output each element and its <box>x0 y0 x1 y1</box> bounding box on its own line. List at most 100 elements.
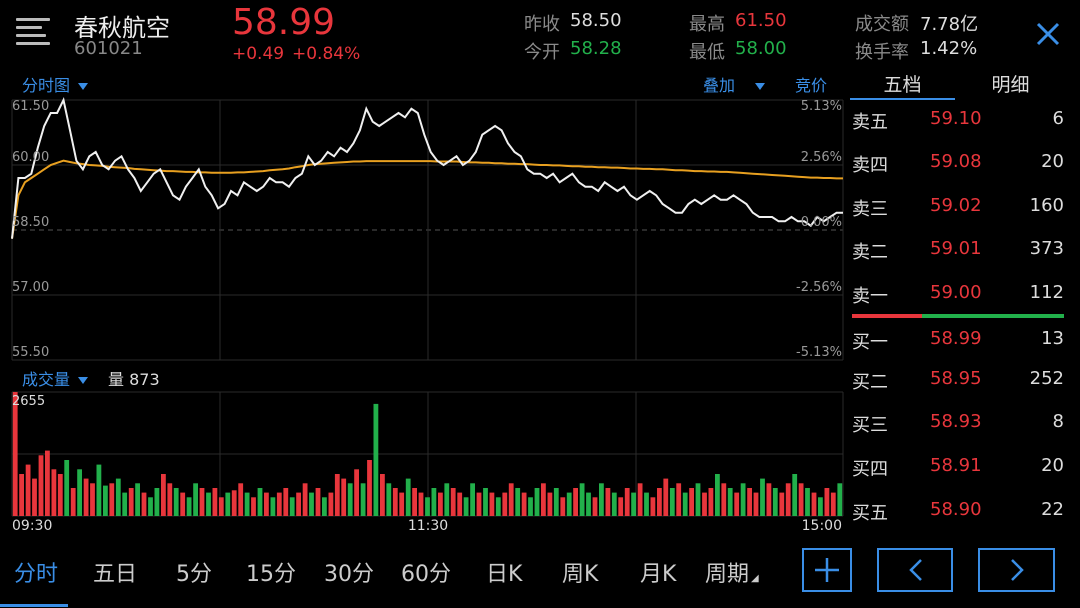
order-ratio-sell <box>852 314 922 318</box>
volume-bar <box>779 492 785 516</box>
volume-bar <box>322 497 327 516</box>
close-icon[interactable] <box>1034 20 1062 48</box>
volume-bar <box>760 478 765 516</box>
ask-label: 卖三 <box>852 199 888 220</box>
volume-bar <box>90 483 95 516</box>
period-tab[interactable]: 月K <box>640 562 677 587</box>
volume-bar <box>70 488 76 516</box>
volume-bar <box>270 497 276 516</box>
volume-bar <box>212 488 218 516</box>
volume-bar <box>347 483 353 516</box>
volume-bar <box>599 483 604 516</box>
y-tick-right: -2.56% <box>796 280 842 295</box>
period-tab-label: 周期 <box>705 562 750 587</box>
volume-bar <box>186 497 192 516</box>
bid-volume: 20 <box>1041 455 1064 476</box>
stat-label-low: 最低 <box>689 42 725 63</box>
volume-bar <box>289 497 295 516</box>
ask-volume: 112 <box>1029 282 1064 303</box>
volume-value: 量 873 <box>108 370 160 389</box>
volume-bar <box>328 492 334 516</box>
volume-bar <box>199 488 205 516</box>
bid-row[interactable]: 买三 58.93 8 <box>852 403 1064 443</box>
volume-bar <box>238 483 244 516</box>
volume-bar <box>380 474 385 516</box>
volume-bar <box>438 492 443 516</box>
period-tab[interactable]: 周期 ◢ <box>705 556 759 588</box>
menu-icon[interactable] <box>16 16 52 48</box>
volume-bar <box>341 478 347 516</box>
ask-row[interactable]: 卖二 59.01 373 <box>852 230 1064 270</box>
period-tab[interactable]: 周K <box>562 562 599 587</box>
add-button[interactable] <box>802 548 852 592</box>
stat-label-open: 今开 <box>524 42 560 63</box>
volume-bar <box>302 483 308 516</box>
price-chart[interactable]: 61.50 60.00 58.50 57.00 55.50 5.13% 2.56% 0.00%… <box>0 0 848 540</box>
ask-volume: 6 <box>1052 108 1064 129</box>
volume-bar <box>25 464 31 516</box>
volume-bar <box>315 488 321 516</box>
volume-bar <box>792 474 798 516</box>
volume-bar <box>489 492 495 516</box>
volume-bar <box>547 492 553 516</box>
y-tick-left: 55.50 <box>12 345 49 360</box>
volume-bar <box>206 492 211 516</box>
volume-bar <box>360 483 366 516</box>
ask-row[interactable]: 卖四 59.08 20 <box>852 143 1064 183</box>
stat-value-low: 58.00 <box>735 38 787 59</box>
period-tab[interactable]: 15分 <box>246 562 296 587</box>
prev-stock-button[interactable] <box>877 548 953 592</box>
period-tab[interactable]: 日K <box>486 562 523 587</box>
bid-row[interactable]: 买四 58.91 20 <box>852 447 1064 487</box>
volume-bar <box>141 492 147 516</box>
ask-row[interactable]: 卖一 59.00 112 <box>852 274 1064 314</box>
volume-bar <box>38 455 44 516</box>
period-tab[interactable]: 五日 <box>93 562 138 587</box>
period-tab[interactable]: 分时 <box>14 562 59 587</box>
volume-bar <box>180 492 186 516</box>
period-tab[interactable]: 30分 <box>324 562 374 587</box>
volume-bar <box>392 488 398 516</box>
volume-bar <box>412 488 417 516</box>
volume-bar <box>721 483 727 516</box>
bid-volume: 252 <box>1029 368 1064 389</box>
volume-bar <box>154 488 160 516</box>
volume-bar <box>193 483 198 516</box>
volume-bar <box>605 488 611 516</box>
volume-bar <box>251 497 256 516</box>
auction-button[interactable]: 竞价 <box>795 76 828 95</box>
overlay-dropdown[interactable]: 叠加 <box>703 72 766 96</box>
ask-row[interactable]: 卖三 59.02 160 <box>852 187 1064 227</box>
chart-mode-dropdown[interactable]: 分时图 <box>22 72 89 96</box>
period-tab[interactable]: 60分 <box>401 562 451 587</box>
ask-volume: 160 <box>1029 195 1064 216</box>
next-stock-button[interactable] <box>978 548 1055 592</box>
tab-trade-detail[interactable]: 明细 <box>991 74 1030 96</box>
volume-bar <box>77 469 82 516</box>
volume-bar <box>650 497 656 516</box>
stat-value-turnover-rate: 1.42% <box>920 38 978 59</box>
volume-bar <box>695 483 701 516</box>
volume-bar <box>805 488 810 516</box>
x-tick: 09:30 <box>12 518 52 534</box>
period-tab[interactable]: 5分 <box>176 562 212 587</box>
volume-bar <box>463 497 469 516</box>
volume-bar <box>830 492 836 516</box>
ask-price: 59.10 <box>930 108 982 129</box>
volume-bar <box>631 492 636 516</box>
volume-bar <box>618 497 624 516</box>
volume-bar <box>624 488 630 516</box>
bid-price: 58.93 <box>930 411 982 432</box>
volume-bar <box>83 478 89 516</box>
ask-label: 卖四 <box>852 155 888 176</box>
ask-row[interactable]: 卖五 59.10 6 <box>852 100 1064 140</box>
ask-label: 卖五 <box>852 112 888 133</box>
volume-indicator-dropdown[interactable]: 成交量 <box>22 366 89 390</box>
tab-five-levels[interactable]: 五档 <box>850 70 955 100</box>
bid-row[interactable]: 买一 58.99 13 <box>852 320 1064 360</box>
bid-row[interactable]: 买二 58.95 252 <box>852 360 1064 400</box>
bid-row[interactable]: 买五 58.90 22 <box>852 491 1064 531</box>
volume-bar <box>109 483 115 516</box>
volume-bar <box>708 488 714 516</box>
volume-bar <box>128 488 134 516</box>
